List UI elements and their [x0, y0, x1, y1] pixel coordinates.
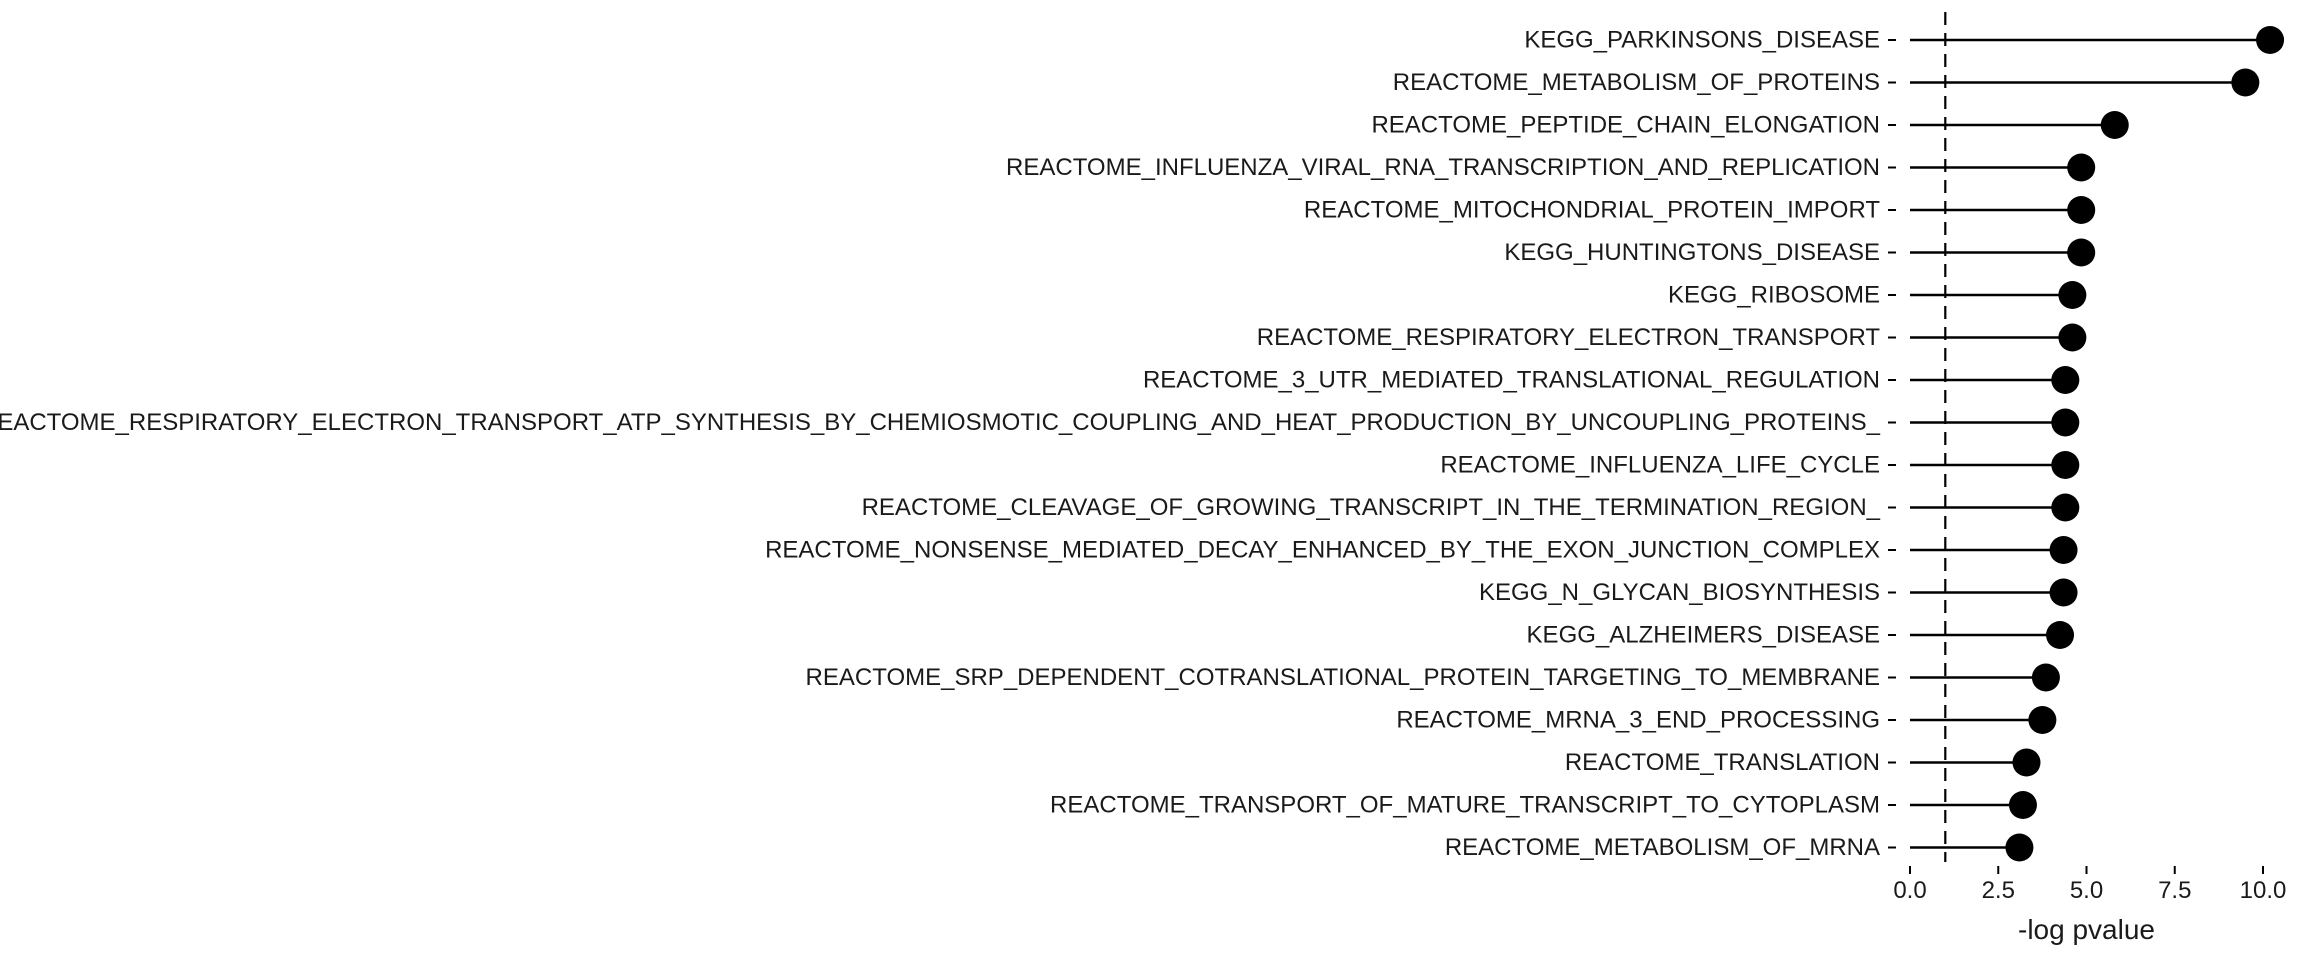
y-tick-label: REACTOME_RESPIRATORY_ELECTRON_TRANSPORT	[1257, 324, 1881, 351]
chart-row: REACTOME_PEPTIDE_CHAIN_ELONGATION	[1371, 111, 2129, 139]
data-point	[2005, 833, 2034, 862]
y-tick-label: REACTOME_INFLUENZA_LIFE_CYCLE	[1440, 452, 1880, 479]
y-tick-label: REACTOME_TRANSPORT_OF_MATURE_TRANSCRIPT_…	[1050, 792, 1880, 819]
data-point	[2049, 578, 2078, 607]
y-tick-label: KEGG_PARKINSONS_DISEASE	[1524, 27, 1880, 54]
chart-row: REACTOME_MITOCHONDRIAL_PROTEIN_IMPORT	[1304, 196, 2096, 224]
chart-row: REACTOME_MRNA_3_END_PROCESSING	[1396, 706, 2057, 734]
y-tick-label: REACTOME_INFLUENZA_VIRAL_RNA_TRANSCRIPTI…	[1006, 154, 1880, 181]
data-point	[2051, 366, 2080, 394]
chart-row: REACTOME_SRP_DEPENDENT_COTRANSLATIONAL_P…	[806, 663, 2060, 692]
y-tick-label: REACTOME_SRP_DEPENDENT_COTRANSLATIONAL_P…	[806, 664, 1880, 691]
data-point	[2046, 621, 2075, 649]
data-point	[2058, 281, 2087, 309]
data-point	[2051, 451, 2080, 479]
data-point	[2028, 706, 2057, 734]
chart-row: REACTOME_3_UTR_MEDIATED_TRANSLATIONAL_RE…	[1143, 366, 2080, 394]
y-tick-label: REACTOME_3_UTR_MEDIATED_TRANSLATIONAL_RE…	[1143, 367, 1880, 394]
y-tick-label: REACTOME_MRNA_3_END_PROCESSING	[1396, 707, 1880, 734]
y-tick-label: REACTOME_METABOLISM_OF_MRNA	[1445, 834, 1880, 861]
x-tick-label: 7.5	[2158, 877, 2191, 904]
data-point	[2067, 238, 2096, 267]
chart-row: REACTOME_METABOLISM_OF_MRNA	[1445, 833, 2034, 862]
chart-row: REACTOME_TRANSPORT_OF_MATURE_TRANSCRIPT_…	[1050, 791, 2037, 819]
x-tick-label: 0.0	[1893, 877, 1926, 904]
chart-row: REACTOME_TRANSLATION	[1565, 748, 2041, 777]
y-tick-label: REACTOME_MITOCHONDRIAL_PROTEIN_IMPORT	[1304, 197, 1880, 224]
y-tick-label: REACTOME_NONSENSE_MEDIATED_DECAY_ENHANCE…	[765, 537, 1880, 564]
data-point	[2058, 323, 2087, 352]
chart-row: KEGG_HUNTINGTONS_DISEASE	[1504, 238, 2096, 267]
data-point	[2256, 26, 2285, 54]
data-point	[2049, 536, 2078, 564]
data-point	[2051, 408, 2080, 437]
chart-row: REACTOME_NONSENSE_MEDIATED_DECAY_ENHANCE…	[765, 536, 2078, 564]
chart-row: REACTOME_RESPIRATORY_ELECTRON_TRANSPORT_…	[0, 408, 2080, 437]
x-tick-label: 10.0	[2240, 877, 2287, 904]
chart-row: KEGG_ALZHEIMERS_DISEASE	[1527, 621, 2075, 649]
data-point	[2012, 748, 2041, 777]
y-tick-label: KEGG_RIBOSOME	[1668, 282, 1880, 309]
data-point	[2008, 791, 2037, 819]
chart-row: REACTOME_RESPIRATORY_ELECTRON_TRANSPORT	[1257, 323, 2087, 352]
y-tick-label: REACTOME_CLEAVAGE_OF_GROWING_TRANSCRIPT_…	[862, 494, 1881, 521]
y-tick-label: REACTOME_TRANSLATION	[1565, 749, 1880, 776]
x-axis-title: -log pvalue	[2018, 914, 2155, 945]
y-tick-label: REACTOME_METABOLISM_OF_PROTEINS	[1393, 69, 1880, 96]
chart-row: KEGG_N_GLYCAN_BIOSYNTHESIS	[1479, 578, 2078, 607]
chart-row: KEGG_RIBOSOME	[1668, 281, 2087, 309]
x-tick-label: 5.0	[2070, 877, 2103, 904]
data-point	[2067, 196, 2096, 224]
y-tick-label: REACTOME_PEPTIDE_CHAIN_ELONGATION	[1371, 112, 1880, 139]
data-point	[2031, 663, 2060, 692]
data-point	[2051, 493, 2080, 522]
data-point	[2231, 68, 2260, 97]
chart-row: REACTOME_METABOLISM_OF_PROTEINS	[1393, 68, 2260, 97]
chart-row: REACTOME_INFLUENZA_LIFE_CYCLE	[1440, 451, 2080, 479]
chart-row: REACTOME_CLEAVAGE_OF_GROWING_TRANSCRIPT_…	[862, 493, 2080, 522]
y-tick-label: KEGG_HUNTINGTONS_DISEASE	[1504, 239, 1880, 266]
chart-row: KEGG_PARKINSONS_DISEASE	[1524, 26, 2285, 54]
data-point	[2067, 153, 2096, 182]
data-point	[2100, 111, 2129, 139]
x-tick-label: 2.5	[1982, 877, 2015, 904]
y-tick-label: KEGG_ALZHEIMERS_DISEASE	[1527, 622, 1880, 649]
y-tick-label: REACTOME_RESPIRATORY_ELECTRON_TRANSPORT_…	[0, 409, 1881, 436]
x-axis: 0.0 2.5 5.0 7.5 10.0	[1893, 866, 2286, 904]
chart-row: REACTOME_INFLUENZA_VIRAL_RNA_TRANSCRIPTI…	[1006, 153, 2096, 182]
chart-rows: KEGG_PARKINSONS_DISEASE REACTOME_METABOLI…	[0, 26, 2285, 862]
y-tick-label: KEGG_N_GLYCAN_BIOSYNTHESIS	[1479, 579, 1880, 606]
